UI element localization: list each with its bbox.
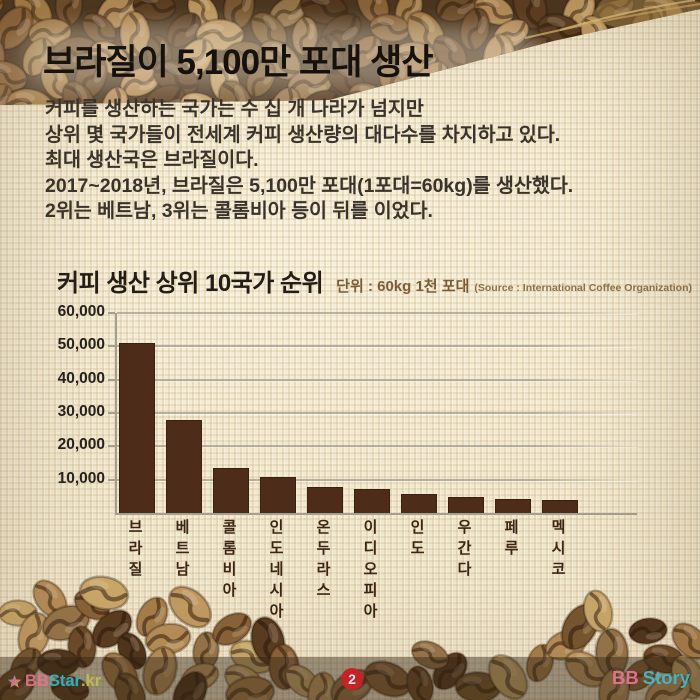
coffee-bean — [615, 64, 659, 94]
bar-3 — [260, 477, 296, 513]
x-axis-category-label: 우간다 — [454, 519, 474, 582]
bbstar-watermark: BBStar.kr — [7, 672, 101, 691]
intro-line: 2위는 베트남, 3위는 콜롬비아 등이 뒤를 이었다. — [45, 199, 573, 225]
y-axis-tick-label: 50,000 — [30, 336, 105, 354]
coffee-bean — [638, 37, 674, 83]
chart-source-label: (Source : International Coffee Organizat… — [474, 282, 692, 294]
intro-line: 2017~2018년, 브라질은 5,100만 포대(1포대=60kg)를 생산… — [45, 174, 573, 200]
coffee-bean — [595, 28, 644, 82]
y-axis-tick — [108, 479, 115, 481]
bar-0 — [119, 343, 155, 513]
y-axis-labels: 10,00020,00030,00040,00050,00060,000 — [30, 313, 105, 523]
gridline — [117, 412, 637, 414]
intro-paragraph: 커피를 생산하는 국가는 수 십 개 나라가 넘지만 상위 몇 국가들이 전세계… — [45, 97, 573, 225]
bar-7 — [448, 497, 484, 513]
y-axis-tick — [108, 445, 115, 447]
x-axis-category-label: 인도네시아 — [266, 519, 286, 624]
bar-1 — [166, 420, 202, 513]
x-axis-category-label: 브라질 — [125, 519, 145, 582]
bbstar-star: Star — [49, 672, 81, 691]
gridline — [117, 312, 637, 314]
x-axis-category-label: 인도 — [407, 519, 427, 561]
coffee-bean — [563, 43, 605, 74]
chart-header: 커피 생산 상위 10국가 순위 단위 : 60kg 1천 포대 (Source… — [57, 263, 692, 298]
x-axis-category-label: 이디오피아 — [360, 519, 380, 624]
y-axis-tick-label: 40,000 — [30, 370, 105, 388]
page-title: 브라질이 5,100만 포대 생산 — [43, 34, 433, 85]
bar-4 — [307, 487, 343, 513]
gridline — [117, 345, 637, 347]
coffee-bean — [538, 58, 565, 99]
plot-area — [115, 313, 637, 515]
x-axis-labels: 브라질 베트남 콜롬비아 인도네시아 온두라스 이디오피아 인도 우간다 페루 멕시코 — [115, 519, 635, 631]
coffee-bean — [602, 79, 648, 110]
x-axis-category-label: 콜롬비아 — [219, 519, 239, 603]
star-icon — [7, 674, 22, 689]
bar-8 — [495, 499, 531, 513]
y-axis-tick — [108, 412, 115, 414]
gridline — [117, 379, 637, 381]
coffee-bean — [656, 15, 700, 57]
coffee-bean — [664, 61, 700, 106]
x-axis-category-label: 멕시코 — [548, 519, 568, 582]
bbstory-bb: BB — [612, 667, 639, 688]
bar-9 — [542, 500, 578, 513]
bbstar-kr: .kr — [81, 672, 101, 691]
intro-line: 커피를 생산하는 국가는 수 십 개 나라가 넘지만 — [45, 97, 573, 123]
y-axis-tick-label: 10,000 — [30, 470, 105, 488]
x-axis-category-label: 페루 — [501, 519, 521, 561]
y-axis-tick — [108, 312, 115, 314]
coffee-bean — [685, 79, 700, 110]
page-number-badge: 2 — [341, 668, 363, 690]
coffee-bean — [573, 55, 629, 110]
bar-5 — [354, 489, 390, 513]
x-axis-category-label: 베트남 — [172, 519, 192, 582]
y-axis-tick — [108, 345, 115, 347]
bbstar-bb: BB — [25, 672, 49, 691]
bbstory-watermark: BBStory — [612, 667, 690, 689]
infographic-page: 브라질이 5,100만 포대 생산 커피를 생산하는 국가는 수 십 개 나라가… — [0, 0, 700, 700]
coffee-bean — [636, 91, 685, 110]
bar-2 — [213, 468, 249, 513]
y-axis-tick-label: 20,000 — [30, 436, 105, 454]
x-axis-category-label: 온두라스 — [313, 519, 333, 603]
y-axis-tick — [108, 379, 115, 381]
y-axis-tick-label: 30,000 — [30, 403, 105, 421]
intro-line: 상위 몇 국가들이 전세계 커피 생산량의 대다수를 차지하고 있다. — [45, 123, 573, 149]
chart-unit-label: 단위 : 60kg 1천 포대 — [336, 275, 469, 296]
chart-title: 커피 생산 상위 10국가 순위 — [57, 263, 323, 298]
bbstory-story: Story — [643, 667, 690, 688]
intro-line: 최대 생산국은 브라질이다. — [45, 148, 573, 174]
coffee-bean — [677, 31, 700, 81]
y-axis-tick-label: 60,000 — [30, 303, 105, 321]
bar-6 — [401, 494, 437, 513]
